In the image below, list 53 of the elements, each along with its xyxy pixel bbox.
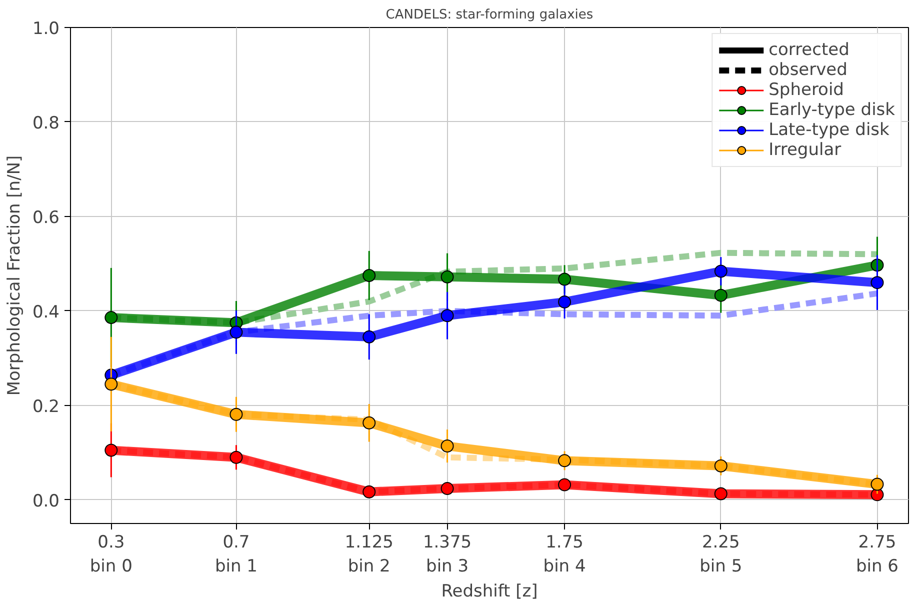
point [870, 478, 884, 491]
text: bin 4 [543, 556, 586, 576]
y-tick-label: 0.8 [32, 113, 60, 134]
legend-label: Late-type disk [768, 120, 890, 140]
annotation: corrected [768, 40, 850, 60]
y-tick-label: 1.0 [32, 19, 60, 39]
point [558, 478, 572, 492]
x-tick-label: 0.7 [222, 532, 250, 552]
y-tick-label: 0.6 [32, 208, 60, 228]
point [104, 378, 118, 391]
point [104, 444, 118, 457]
chart-title: CANDELS: star-forming galaxies [386, 8, 594, 22]
legend-label: Spheroid [768, 80, 844, 100]
legend-label: Early-type disk [768, 100, 895, 120]
point [362, 269, 376, 282]
y-tick-label: 0.2 [32, 396, 60, 417]
text: bin 5 [700, 556, 742, 576]
x-tick-label: 2.25 [702, 532, 740, 552]
y-axis-title: Morphological Fraction [n/N] [4, 155, 24, 396]
point [440, 482, 454, 496]
text: bin 3 [426, 556, 469, 576]
point [362, 485, 376, 498]
point [440, 309, 454, 322]
x-tick-label: 1.125 [344, 532, 394, 552]
point [870, 276, 884, 290]
text: bin 1 [214, 556, 258, 576]
point [714, 288, 728, 302]
point [104, 311, 118, 324]
x-tick-label: 2.75 [858, 532, 896, 552]
x-tick-label: 1.75 [546, 532, 584, 552]
y-tick-label: 0.0 [32, 491, 60, 512]
point [362, 416, 376, 430]
point [440, 270, 454, 284]
annotation: observed [768, 60, 848, 80]
point [558, 454, 572, 468]
point [714, 264, 728, 278]
point [558, 272, 572, 286]
point [230, 408, 243, 421]
text: bin 0 [90, 556, 132, 576]
point [558, 295, 572, 308]
point [362, 330, 376, 344]
text: bin 6 [856, 556, 898, 576]
legend-label: Irregular [768, 140, 842, 160]
point [440, 440, 454, 453]
point [230, 326, 243, 339]
y-tick-label: 0.4 [32, 302, 60, 322]
x-tick-label: 1.375 [422, 532, 472, 552]
point [714, 487, 728, 500]
point [230, 450, 243, 464]
x-axis-title: Redshift [z] [441, 582, 538, 602]
x-tick-label: 0.3 [98, 532, 125, 552]
point [714, 459, 728, 472]
text: bin 2 [348, 556, 390, 576]
